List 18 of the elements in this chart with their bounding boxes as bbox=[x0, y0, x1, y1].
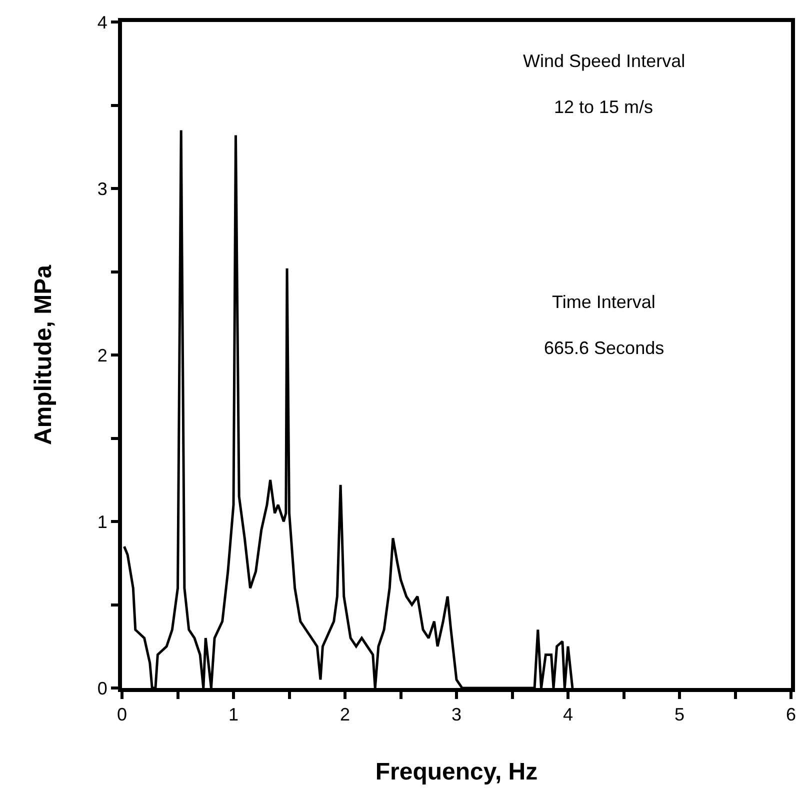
y-tick-label: 2 bbox=[97, 345, 108, 366]
x-tick-label: 4 bbox=[562, 704, 574, 725]
annotation: Wind Speed Interval bbox=[523, 51, 686, 71]
annotation: 665.6 Seconds bbox=[544, 338, 664, 358]
y-tick-label: 1 bbox=[97, 512, 108, 532]
x-tick-label: 6 bbox=[786, 704, 796, 725]
annotation: Time Interval bbox=[552, 292, 656, 312]
x-tick-label: 0 bbox=[116, 704, 128, 725]
x-axis-title: Frequency, Hz bbox=[375, 758, 538, 786]
annotation: 12 to 15 m/s bbox=[554, 97, 654, 117]
x-tick-label: 5 bbox=[674, 704, 685, 725]
x-tick-label: 2 bbox=[340, 704, 350, 725]
x-tick-label: 1 bbox=[228, 704, 239, 725]
y-axis-title: Amplitude, MPa bbox=[30, 264, 57, 446]
y-tick-label: 0 bbox=[97, 678, 108, 698]
x-tick-label: 3 bbox=[451, 704, 462, 725]
y-tick-label: 4 bbox=[97, 12, 108, 32]
y-tick-label: 3 bbox=[97, 178, 108, 199]
